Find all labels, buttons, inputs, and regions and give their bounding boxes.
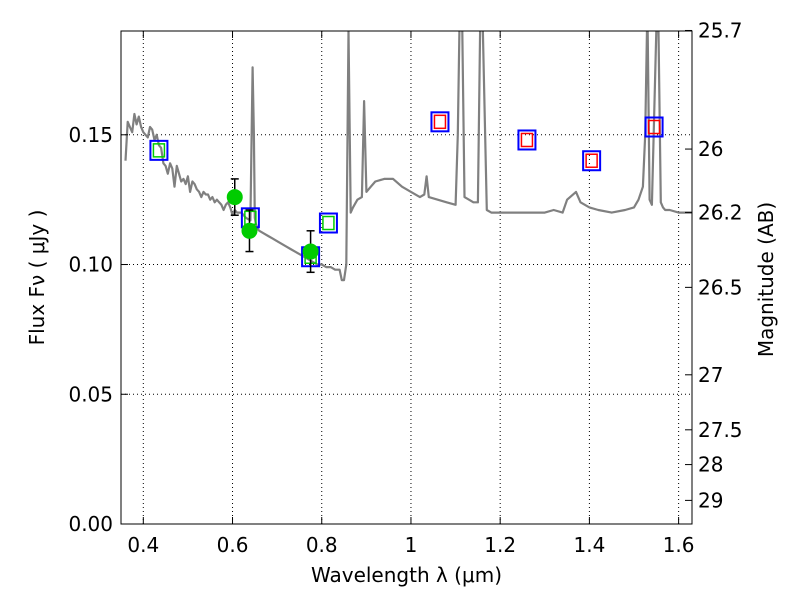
model-photometry-box xyxy=(517,129,537,151)
model-photometry-box xyxy=(318,212,338,234)
model-box-outer xyxy=(430,111,450,133)
x-axis-title: Wavelength λ (μm) xyxy=(311,563,502,587)
x-tick-label: 0.8 xyxy=(306,533,338,557)
model-photometry-box xyxy=(582,150,602,172)
y-tick-label-left: 0.05 xyxy=(68,382,113,406)
y-tick-label-right: 25.7 xyxy=(698,18,743,42)
observed-point xyxy=(241,209,258,253)
y-tick-label-right: 27 xyxy=(698,363,723,387)
model-box-inner xyxy=(520,132,534,148)
model-photometry-box xyxy=(430,111,450,133)
y-axis-left-title: Flux Fν ( μJy ) xyxy=(25,210,49,346)
model-box-outer xyxy=(644,116,664,138)
model-box-inner xyxy=(647,119,661,135)
observed-marker xyxy=(226,189,243,206)
model-box-inner xyxy=(585,153,598,168)
model-box-inner xyxy=(433,114,447,130)
x-tick-label: 1.4 xyxy=(573,533,605,557)
model-box-outer xyxy=(582,150,602,172)
y-tick-label-right: 29 xyxy=(698,488,723,512)
x-tick-label: 0.6 xyxy=(217,533,249,557)
model-box-inner xyxy=(152,143,166,158)
observed-point xyxy=(226,178,243,216)
y-tick-label-left: 0.10 xyxy=(68,253,113,277)
ticks: 0.4 0.6 0.8 1 1.2 1.4 1.6 0.00 0.05 0.10 0.15 25.7 2… xyxy=(68,18,742,557)
y-axis-right-title: Magnitude (AB) xyxy=(754,202,778,357)
x-tick-label: 1.6 xyxy=(663,533,695,557)
x-tick-label: 0.4 xyxy=(127,533,159,557)
model-box-outer xyxy=(149,139,169,161)
model-photometry-box xyxy=(644,116,664,138)
y-tick-label-right: 26.2 xyxy=(698,200,743,224)
x-tick-label: 1.2 xyxy=(484,533,516,557)
model-box-inner xyxy=(322,215,335,231)
model-box-outer xyxy=(318,212,338,234)
model-photometry-box xyxy=(149,139,169,161)
y-tick-label-right: 27.5 xyxy=(698,418,743,442)
y-tick-label-right: 26.5 xyxy=(698,275,743,299)
x-tick-label: 1 xyxy=(405,533,418,557)
observed-marker xyxy=(302,243,319,260)
y-tick-label-right: 28 xyxy=(698,453,723,477)
observed-marker xyxy=(241,222,258,239)
y-tick-label-right: 26 xyxy=(698,137,723,161)
spectrum-line xyxy=(124,31,692,282)
y-tick-label-left: 0.00 xyxy=(68,512,113,536)
model-box-outer xyxy=(517,129,537,151)
observed-point xyxy=(302,230,319,274)
plot-frame xyxy=(120,30,693,525)
plot-area xyxy=(124,31,692,282)
y-tick-label-left: 0.15 xyxy=(68,123,113,147)
